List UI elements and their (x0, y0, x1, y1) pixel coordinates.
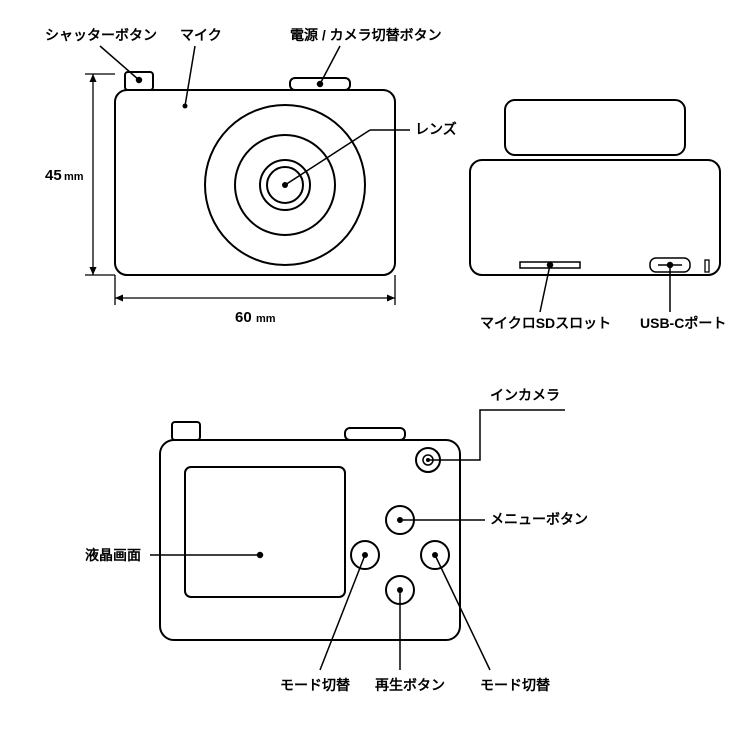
side-pin (705, 260, 709, 272)
back-power-bar (345, 428, 405, 440)
dim-width-num: 60 (235, 309, 252, 326)
label-shutter: シャッターボタン (45, 27, 157, 43)
back-view: インカメラ (85, 387, 588, 693)
label-power: 電源 / カメラ切替ボタン (290, 27, 442, 43)
label-incamera: インカメラ (490, 387, 560, 403)
back-shutter (172, 422, 200, 440)
dim-height-unit: mm (64, 171, 84, 183)
dim-width (115, 275, 395, 305)
label-usb: USB-Cポート (640, 315, 726, 331)
side-view: マイクロSDスロット USB-Cポート (470, 100, 726, 331)
dim-height-num: 45 (45, 167, 62, 184)
front-view: シャッターボタン マイク 電源 / カメラ切替ボタン レンズ (45, 27, 457, 326)
dim-width-unit: mm (256, 313, 276, 325)
label-mode-right: モード切替 (480, 677, 551, 693)
label-mode-left: モード切替 (280, 677, 351, 693)
label-lens: レンズ (415, 121, 457, 137)
label-sd: マイクロSDスロット (480, 315, 611, 331)
label-menu: メニューボタン (490, 511, 588, 527)
dim-height (85, 74, 115, 275)
label-play: 再生ボタン (375, 677, 445, 693)
label-lcd: 液晶画面 (85, 547, 141, 563)
label-mic: マイク (180, 27, 222, 43)
lcd-screen (185, 467, 345, 597)
side-top-block (505, 100, 685, 155)
